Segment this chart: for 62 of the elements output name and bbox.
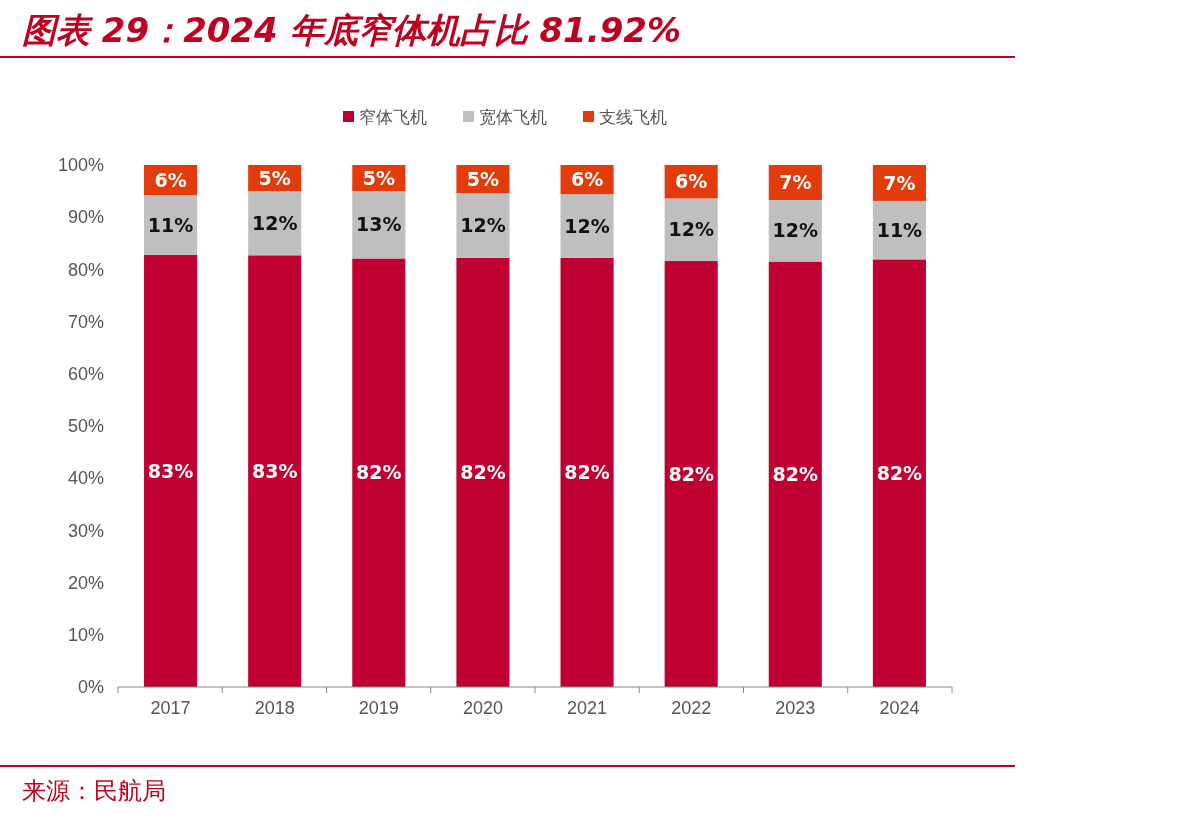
bar bbox=[768, 199, 822, 262]
bar bbox=[768, 261, 822, 687]
bar bbox=[144, 195, 198, 255]
bar bbox=[456, 193, 510, 258]
y-tick-label: 60% bbox=[67, 364, 104, 385]
data-label: 11% bbox=[147, 213, 194, 236]
data-label: 6% bbox=[675, 170, 708, 193]
data-label: 13% bbox=[356, 213, 402, 236]
y-tick-label: 100% bbox=[57, 155, 104, 176]
bar bbox=[560, 257, 614, 687]
x-tick-label: 2020 bbox=[462, 697, 503, 718]
data-label: 83% bbox=[251, 459, 298, 482]
x-tick-label: 2017 bbox=[150, 697, 191, 718]
y-tick-label: 20% bbox=[67, 572, 104, 593]
bar bbox=[664, 261, 718, 687]
source-note: 来源：民航局 bbox=[22, 777, 166, 805]
bar bbox=[352, 191, 406, 259]
bar bbox=[352, 258, 406, 687]
data-label: 82% bbox=[564, 461, 610, 484]
x-tick-label: 2023 bbox=[775, 697, 816, 718]
y-tick-label: 90% bbox=[67, 207, 104, 228]
y-tick-label: 50% bbox=[67, 416, 104, 437]
data-label: 6% bbox=[570, 168, 604, 191]
x-tick-label: 2018 bbox=[254, 697, 295, 718]
data-label: 82% bbox=[356, 461, 402, 484]
data-label: 5% bbox=[258, 166, 291, 189]
bar bbox=[248, 255, 302, 687]
y-tick-label: 40% bbox=[67, 468, 104, 489]
x-tick-label: 2021 bbox=[567, 697, 608, 718]
y-tick-label: 70% bbox=[67, 311, 104, 332]
y-tick-label: 80% bbox=[67, 259, 104, 280]
y-tick-label: 10% bbox=[67, 625, 104, 646]
data-label: 82% bbox=[876, 461, 923, 484]
data-label: 82% bbox=[460, 461, 506, 484]
y-tick-label: 30% bbox=[67, 520, 104, 541]
legend-label: 支线飞机 bbox=[599, 106, 667, 127]
data-label: 83% bbox=[147, 459, 194, 482]
data-label: 6% bbox=[154, 168, 187, 191]
data-label: 11% bbox=[876, 218, 923, 241]
data-label: 12% bbox=[772, 219, 819, 242]
data-label: 12% bbox=[668, 218, 714, 241]
bar bbox=[456, 257, 510, 687]
data-label: 5% bbox=[362, 166, 395, 189]
legend-label: 窄体飞机 bbox=[359, 106, 427, 127]
data-label: 12% bbox=[460, 214, 506, 237]
data-label: 12% bbox=[251, 211, 298, 234]
bar bbox=[560, 194, 614, 258]
bar bbox=[144, 254, 198, 687]
legend-label: 宽体飞机 bbox=[479, 106, 547, 127]
data-label: 82% bbox=[668, 462, 714, 485]
data-label: 7% bbox=[883, 171, 916, 194]
data-label: 82% bbox=[772, 462, 819, 485]
data-label: 12% bbox=[564, 214, 610, 237]
x-tick-label: 2019 bbox=[358, 697, 399, 718]
chart-title: 图表 29：2024 年底窄体机占比 81.92% bbox=[22, 10, 682, 50]
x-tick-label: 2024 bbox=[879, 697, 920, 718]
x-tick-label: 2022 bbox=[671, 697, 712, 718]
bar bbox=[664, 198, 718, 262]
data-label: 5% bbox=[466, 167, 500, 190]
bar bbox=[872, 259, 926, 687]
data-label: 7% bbox=[779, 171, 812, 194]
y-tick-label: 0% bbox=[77, 677, 104, 698]
